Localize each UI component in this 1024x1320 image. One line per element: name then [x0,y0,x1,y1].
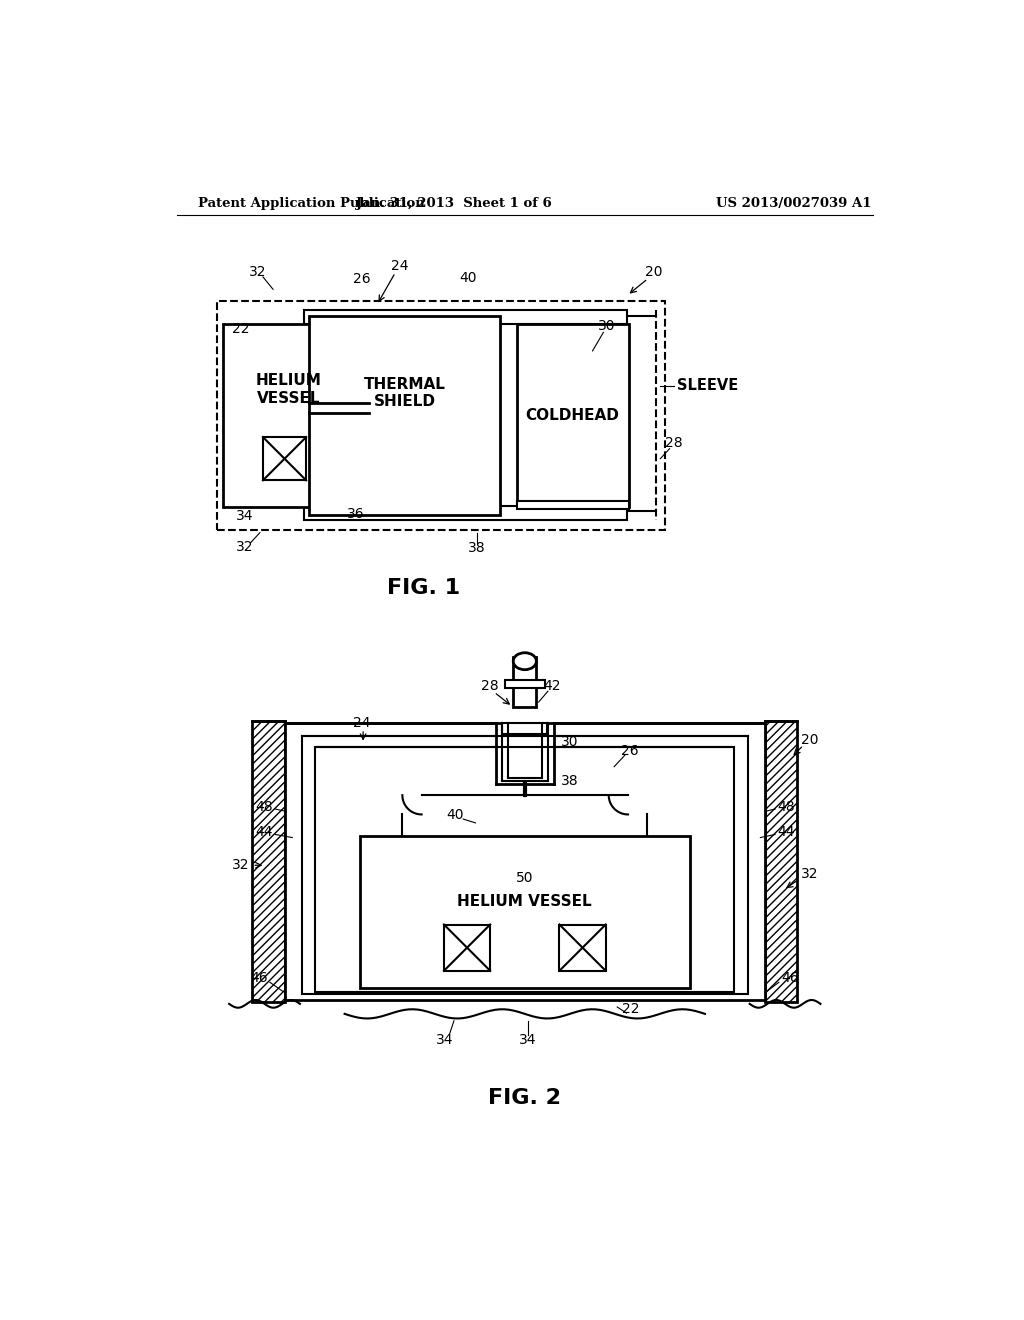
Text: 44: 44 [777,825,795,840]
Text: 28: 28 [480,678,499,693]
Text: 48: 48 [777,800,795,813]
Text: FIG. 2: FIG. 2 [488,1088,561,1107]
Text: 44: 44 [256,825,273,840]
Text: 30: 30 [598,319,615,333]
Text: THERMAL
SHIELD: THERMAL SHIELD [364,378,445,409]
Bar [513,657,537,708]
Text: FIG. 1: FIG. 1 [387,578,460,598]
Text: 32: 32 [236,540,253,554]
Text: 38: 38 [468,541,485,554]
Bar [252,721,285,1002]
Text: US 2013/0027039 A1: US 2013/0027039 A1 [716,197,871,210]
Bar [301,737,749,994]
Text: 34: 34 [236,510,253,524]
Text: 20: 20 [645,265,663,280]
Text: 32: 32 [801,867,818,882]
Bar [765,721,798,1002]
Text: 50: 50 [516,871,534,886]
Text: 42: 42 [544,678,561,693]
Text: 34: 34 [436,1034,454,1047]
Text: 46: 46 [781,972,799,986]
Text: 28: 28 [666,437,683,450]
Text: 20: 20 [801,733,818,747]
Text: Jan. 31, 2013  Sheet 1 of 6: Jan. 31, 2013 Sheet 1 of 6 [356,197,552,210]
Text: COLDHEAD: COLDHEAD [525,408,620,424]
Text: 24: 24 [353,715,371,730]
Text: HELIUM VESSEL: HELIUM VESSEL [458,894,592,909]
Bar [444,924,490,970]
Text: SLEEVE: SLEEVE [677,378,738,393]
Text: 24: 24 [391,259,409,273]
Text: 30: 30 [561,735,579,748]
Ellipse shape [513,653,537,669]
Text: 36: 36 [347,507,365,521]
Text: HELIUM
VESSEL: HELIUM VESSEL [255,374,322,405]
Text: 40: 40 [446,808,464,822]
Bar [517,502,629,508]
Bar [505,681,545,688]
Bar [309,317,500,515]
Bar [503,723,547,734]
Text: 46: 46 [250,972,267,986]
Text: 32: 32 [232,858,250,873]
Bar [559,924,605,970]
Bar [304,310,628,323]
Bar [217,301,665,531]
Bar [360,836,689,989]
Text: 40: 40 [459,271,476,285]
Bar [304,507,628,520]
Text: 26: 26 [621,744,638,758]
Text: 32: 32 [249,264,266,279]
Bar [517,323,629,507]
Text: 26: 26 [352,272,371,285]
Bar [263,437,306,480]
Text: 22: 22 [623,1002,640,1016]
Text: 38: 38 [561,774,579,788]
Bar [285,723,765,1001]
Bar [315,747,734,993]
Text: 48: 48 [255,800,273,813]
Text: 22: 22 [231,322,250,337]
Text: Patent Application Publication: Patent Application Publication [199,197,425,210]
Text: 34: 34 [519,1034,537,1047]
Bar [223,323,370,507]
